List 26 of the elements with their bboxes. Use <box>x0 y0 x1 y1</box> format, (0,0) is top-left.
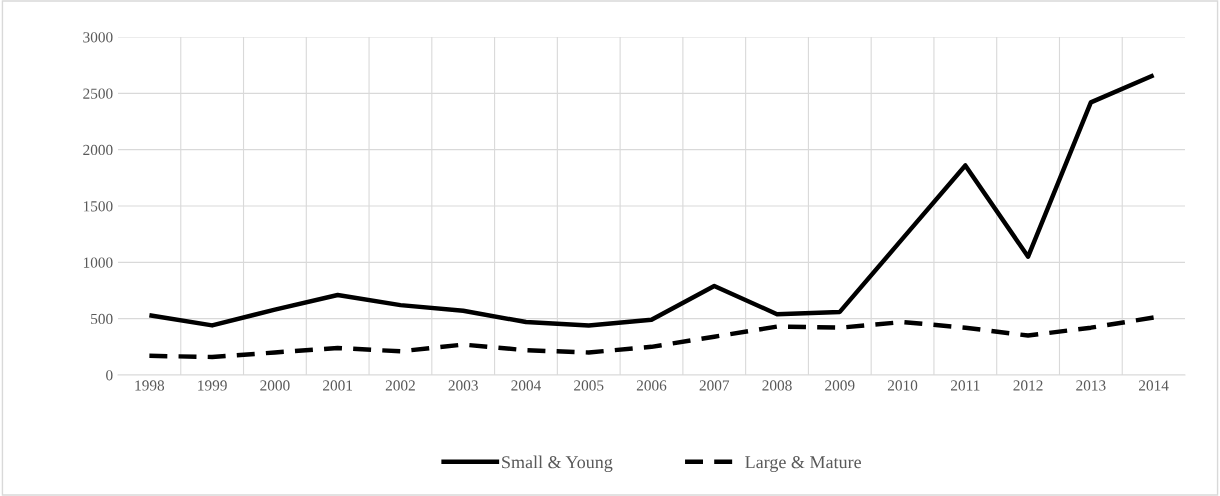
y-tick-label: 3000 <box>83 32 113 43</box>
x-tick-label: 2011 <box>951 380 980 391</box>
x-tick-label: 2010 <box>887 380 918 391</box>
x-tick-label: 2007 <box>699 380 730 391</box>
x-tick-label: 2004 <box>511 380 542 391</box>
x-tick-label: 2009 <box>825 380 855 391</box>
x-tick-label: 1998 <box>135 380 165 391</box>
x-tick-label: 2000 <box>260 380 290 391</box>
x-tick-label: 2013 <box>1076 380 1106 391</box>
x-tick-label: 2006 <box>636 380 667 391</box>
y-tick-label: 1000 <box>83 257 113 268</box>
y-tick-label: 500 <box>91 313 113 325</box>
x-tick-label: 2012 <box>1013 380 1043 391</box>
x-tick-label: 2002 <box>385 380 415 391</box>
x-tick-label: 2008 <box>762 380 792 391</box>
x-tick-label: 2001 <box>323 380 353 391</box>
y-tick-label: 0 <box>106 370 113 381</box>
y-tick-label: 1500 <box>83 201 113 212</box>
y-tick-label: 2500 <box>83 88 113 99</box>
y-tick-label: 2000 <box>83 144 113 156</box>
legend-label: Large & Mature <box>745 456 861 472</box>
x-tick-label: 2003 <box>448 380 478 391</box>
x-tick-label: 2005 <box>574 380 604 391</box>
x-tick-label: 2014 <box>1139 380 1169 391</box>
legend-label: Small & Young <box>502 455 613 472</box>
x-tick-label: 1999 <box>198 380 227 391</box>
